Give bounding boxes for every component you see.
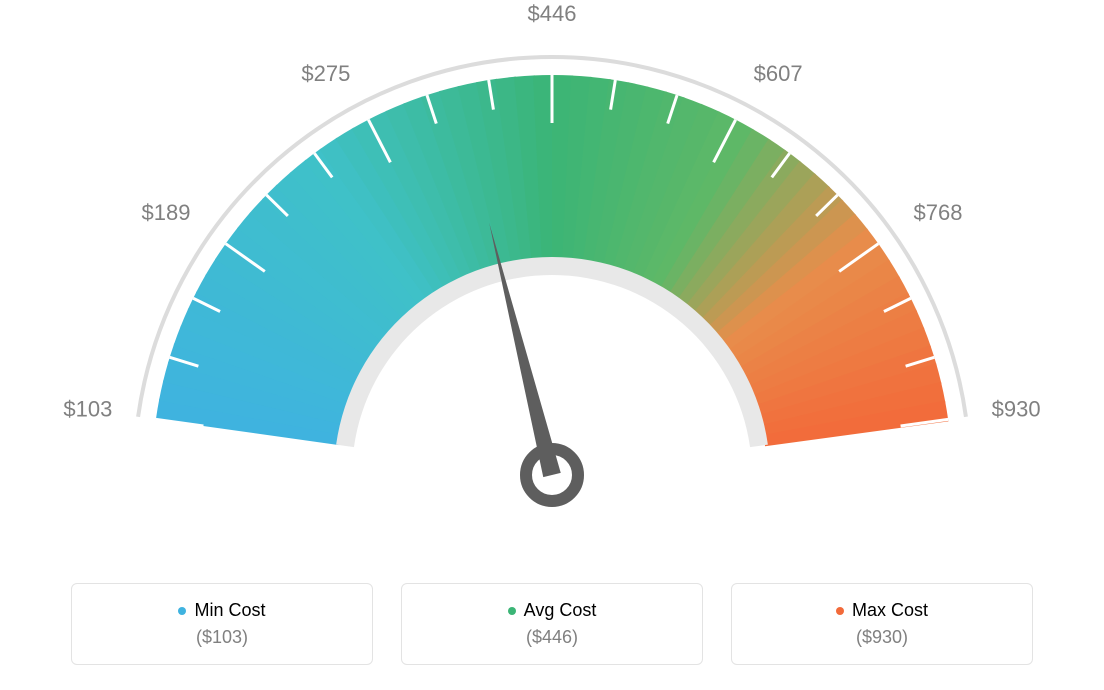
legend-dot-avg [508, 607, 516, 615]
gauge-svg: $103 $189 $275 $446 $607 $768 $930 [0, 0, 1104, 560]
legend-dot-max [836, 607, 844, 615]
svg-text:$446: $446 [528, 1, 577, 26]
legend-value-max: ($930) [856, 627, 908, 648]
svg-text:$607: $607 [754, 61, 803, 86]
legend-value-min: ($103) [196, 627, 248, 648]
gauge-area: $103 $189 $275 $446 $607 $768 $930 [0, 0, 1104, 560]
legend-card-min: Min Cost ($103) [71, 583, 373, 665]
legend-value-avg: ($446) [526, 627, 578, 648]
legend-label-max: Max Cost [852, 600, 928, 621]
svg-text:$189: $189 [142, 200, 191, 225]
svg-text:$930: $930 [992, 397, 1041, 422]
legend-card-avg: Avg Cost ($446) [401, 583, 703, 665]
svg-text:$275: $275 [301, 61, 350, 86]
legend-title-min: Min Cost [178, 600, 265, 621]
legend-dot-min [178, 607, 186, 615]
legend-row: Min Cost ($103) Avg Cost ($446) Max Cost… [0, 583, 1104, 665]
legend-title-avg: Avg Cost [508, 600, 597, 621]
legend-label-min: Min Cost [194, 600, 265, 621]
svg-text:$768: $768 [913, 200, 962, 225]
cost-gauge-container: $103 $189 $275 $446 $607 $768 $930 Min Cost ($… [0, 0, 1104, 690]
legend-card-max: Max Cost ($930) [731, 583, 1033, 665]
legend-title-max: Max Cost [836, 600, 928, 621]
legend-label-avg: Avg Cost [524, 600, 597, 621]
svg-text:$103: $103 [63, 397, 112, 422]
